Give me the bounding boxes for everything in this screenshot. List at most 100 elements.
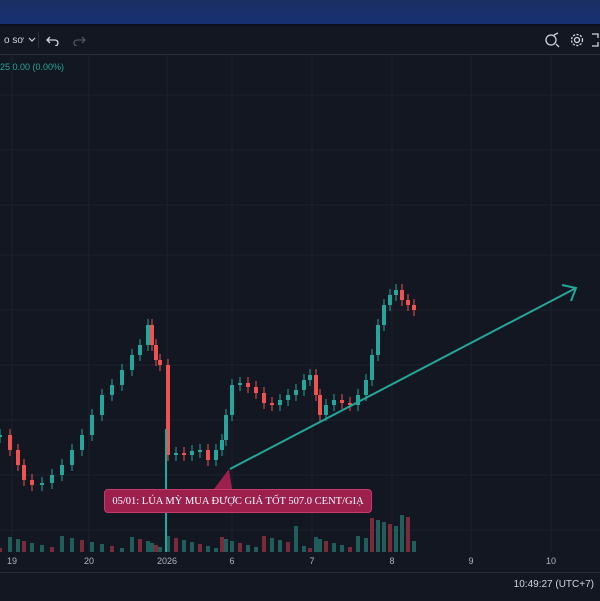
candle-body: [146, 325, 150, 345]
redo-button[interactable]: [72, 26, 86, 54]
candle-body: [364, 380, 368, 395]
candle-body: [254, 387, 258, 393]
candle-body: [138, 345, 142, 355]
volume-bar: [230, 541, 234, 552]
fullscreen-button[interactable]: [592, 26, 600, 54]
volume-bar: [182, 540, 186, 552]
volume-bar: [286, 542, 290, 552]
time-tick: 20: [83, 556, 95, 566]
volume-bar: [406, 517, 410, 552]
volume-bar: [50, 547, 54, 552]
snapshot-button[interactable]: [544, 26, 560, 54]
volume-bar: [332, 543, 336, 552]
volume-bar: [370, 518, 374, 552]
volume-bar: [138, 539, 142, 552]
volume-bar: [224, 539, 228, 552]
candle-body: [206, 450, 210, 460]
volume-bar: [308, 548, 312, 552]
volume-bar: [238, 543, 242, 552]
candle-body: [22, 465, 26, 480]
volume-bar: [146, 541, 150, 552]
candle-body: [150, 325, 154, 345]
volume-bar: [246, 545, 250, 552]
chart-grid: [0, 55, 600, 552]
trendline[interactable]: [229, 287, 577, 470]
volume-bar: [340, 545, 344, 552]
candle-body: [332, 400, 336, 405]
volume-bar: [100, 544, 104, 552]
candle-body: [230, 385, 234, 415]
candle-body: [382, 305, 386, 325]
volume-bar: [130, 537, 134, 552]
volume-bar: [324, 541, 328, 552]
candle-body: [174, 453, 178, 455]
annotation-callout[interactable]: 05/01: LÚA MỲ MUA ĐƯỢC GIÁ TỐT 507.0 CEN…: [104, 489, 372, 513]
volume-bar: [22, 541, 26, 552]
candle-body: [314, 375, 318, 395]
volume-bar: [294, 526, 298, 552]
volume-bar: [60, 536, 64, 552]
volume-bar: [110, 546, 114, 552]
time-tick: 9: [468, 556, 474, 566]
time-tick: 8: [389, 556, 395, 566]
redo-icon: [72, 34, 86, 46]
candle-body: [394, 290, 398, 295]
clock-readout[interactable]: 10:49:27 (UTC+7): [513, 579, 594, 590]
volume-bar: [356, 536, 360, 552]
candle-body: [158, 360, 162, 365]
volume-bar: [174, 538, 178, 552]
volume-bar: [302, 546, 306, 552]
snapshot-icon: [544, 32, 560, 48]
volume-bar: [382, 522, 386, 552]
trendline-arrowhead: [561, 284, 578, 302]
candle-body: [318, 395, 322, 415]
price-legend: 25 0.00 (0.00%): [0, 62, 65, 72]
time-axis[interactable]: 19 20 2026 6 7 8 9 10: [0, 552, 600, 572]
settings-button[interactable]: [569, 26, 585, 54]
candle-body: [30, 480, 34, 485]
time-tick: 7: [309, 556, 315, 566]
volume-bar: [348, 547, 352, 552]
chart-type-label: o sơ: [4, 34, 24, 46]
candle-body: [412, 305, 416, 310]
volume-bar: [154, 545, 158, 552]
volume-bar: [198, 544, 202, 552]
candle-body: [16, 450, 20, 465]
volume-bar: [314, 537, 318, 552]
candle-body: [286, 395, 290, 400]
chart-type-dropdown[interactable]: o sơ: [4, 26, 36, 54]
volume-bar: [278, 540, 282, 552]
volume-bar: [40, 545, 44, 552]
undo-button[interactable]: [46, 26, 60, 54]
price-chart[interactable]: [0, 55, 600, 552]
candle-body: [166, 365, 170, 455]
volume-bar: [120, 548, 124, 552]
candle-body: [406, 300, 410, 305]
candle-body: [190, 451, 194, 455]
candle-body: [224, 415, 228, 440]
candle-body: [90, 415, 94, 435]
candle-body: [246, 383, 250, 387]
volume-bar: [388, 524, 392, 552]
candle-body: [238, 383, 242, 385]
volume-bar: [158, 547, 162, 552]
candle-body: [302, 380, 306, 390]
volume-bar: [16, 539, 20, 552]
volume-bar: [30, 543, 34, 552]
candle-body: [70, 450, 74, 465]
time-tick: 10: [545, 556, 557, 566]
browser-strip: [0, 0, 600, 26]
volume-bar: [90, 542, 94, 552]
candle-body: [270, 403, 274, 405]
volume-bar: [376, 520, 380, 552]
volume-bar: [214, 548, 218, 552]
candle-body: [110, 385, 114, 395]
candle-body: [214, 450, 218, 460]
volume-bars: [0, 515, 416, 552]
candle-body: [0, 435, 2, 437]
chart-toolbar: o sơ: [0, 26, 600, 55]
volume-bar: [262, 536, 266, 552]
candle-body: [198, 450, 202, 452]
candle-body: [8, 435, 12, 450]
candle-body: [80, 435, 84, 450]
